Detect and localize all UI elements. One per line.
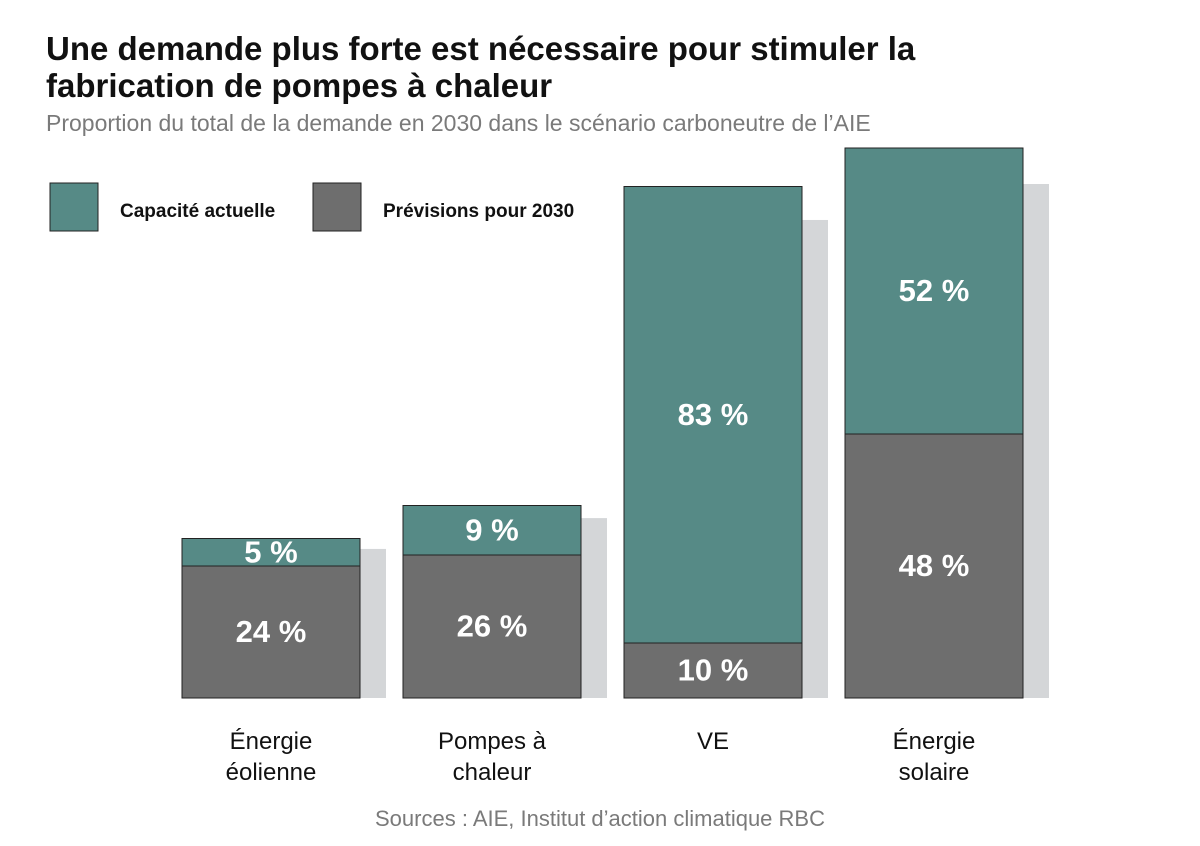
bar-segment bbox=[623, 642, 803, 699]
value-label: 24 % bbox=[236, 614, 307, 649]
bar-segment bbox=[181, 538, 361, 567]
x-tick-label: Énergie solaire bbox=[892, 728, 976, 786]
bar-segment bbox=[844, 147, 1024, 435]
value-label: 48 % bbox=[899, 548, 970, 583]
value-label: 10 % bbox=[678, 653, 749, 688]
bar-segment bbox=[623, 186, 803, 644]
bar-segment bbox=[844, 433, 1024, 699]
legend-label: Prévisions pour 2030 bbox=[383, 201, 574, 222]
chart-title: Une demande plus forte est nécessaire po… bbox=[46, 30, 916, 104]
legend-swatch bbox=[49, 182, 99, 232]
bar-segment bbox=[402, 554, 582, 699]
x-tick-label: Énergie éolienne bbox=[225, 728, 317, 786]
legend-label: Capacité actuelle bbox=[120, 201, 275, 222]
x-tick-label: VE bbox=[696, 728, 729, 755]
value-label: 52 % bbox=[899, 273, 970, 308]
bar-segment bbox=[181, 565, 361, 699]
value-label: 26 % bbox=[457, 609, 528, 644]
x-tick-label: Pompes à chaleur bbox=[437, 728, 547, 786]
chart-subtitle: Proportion du total de la demande en 203… bbox=[46, 110, 871, 136]
value-label: 9 % bbox=[465, 512, 518, 547]
value-label: 83 % bbox=[678, 397, 749, 432]
bar-segment bbox=[402, 505, 582, 556]
value-label: 5 % bbox=[244, 534, 297, 569]
legend-swatch bbox=[312, 182, 362, 232]
source-note: Sources : AIE, Institut d’action climati… bbox=[375, 806, 825, 831]
